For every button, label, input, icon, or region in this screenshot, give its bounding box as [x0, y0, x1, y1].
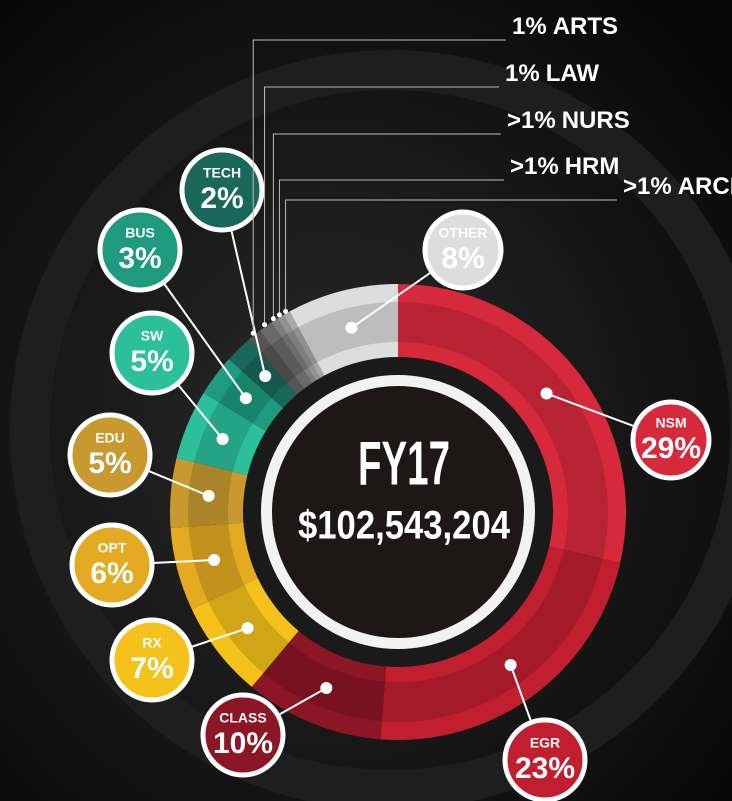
segment: [277, 314, 323, 385]
category-label: OPT: [98, 540, 127, 556]
value-label: 6%: [90, 557, 133, 590]
leader-dot: [283, 308, 289, 314]
center-total: $102,543,204: [298, 504, 511, 548]
decor-ring: [10, 50, 732, 801]
segment: [271, 318, 319, 388]
label-bubble: [422, 209, 504, 291]
category-label: RX: [142, 635, 162, 651]
leader-dot: [276, 312, 282, 318]
leader-dot: [202, 489, 215, 502]
leader-dot: [540, 387, 553, 400]
leader-line: [272, 133, 501, 319]
segment: [283, 311, 327, 383]
category-label: EDU: [95, 430, 125, 446]
category-label: ARTS: [553, 13, 618, 40]
category-label: SW: [141, 328, 164, 344]
value-label: 29%: [641, 432, 701, 465]
leader-dot: [270, 316, 276, 322]
leader-line: [252, 39, 506, 334]
value-label: >1% HRM: [510, 153, 619, 180]
center: [272, 386, 524, 638]
leader-line: [264, 86, 499, 325]
label-bubble: [97, 207, 183, 293]
value-label: 5%: [88, 447, 131, 480]
category-label: BUS: [125, 225, 155, 241]
leader-dot: [241, 622, 254, 635]
category-label: NURS: [562, 107, 630, 134]
leader-dot: [259, 370, 272, 383]
value-label: 7%: [130, 652, 173, 685]
value-label: >1% NURS: [507, 107, 630, 134]
leader-dot: [216, 432, 229, 445]
category-label: LAW: [546, 60, 600, 87]
category-label: NSM: [655, 415, 686, 431]
value-label-text: >1%: [623, 173, 672, 200]
value-label-text: >1%: [507, 107, 556, 134]
segment: [398, 284, 626, 563]
value-label-text: 1%: [505, 60, 540, 87]
leader-dot: [262, 322, 268, 328]
label-bubble: [109, 617, 195, 703]
segment: [380, 545, 621, 740]
category-label: HRM: [565, 153, 620, 180]
segment: [260, 322, 315, 393]
value-label: 1% LAW: [505, 60, 599, 87]
label-bubble: [200, 692, 286, 778]
category-label: OTHER: [439, 225, 488, 241]
value-label: 3%: [118, 242, 161, 275]
center-title: FY17: [358, 429, 450, 498]
label-bubble: [502, 717, 588, 801]
value-label-text: 1%: [512, 13, 547, 40]
label-bubble: [69, 522, 155, 608]
value-label: 5%: [130, 345, 173, 378]
category-label: TECH: [203, 165, 241, 181]
value-label-text: >1%: [510, 153, 559, 180]
labels: NSM29%EGR23%CLASS10%RX7%OPT6%EDU5%SW5%BU…: [67, 13, 732, 801]
segment: [289, 284, 398, 381]
leader-dot: [345, 321, 358, 334]
label-bubble: [109, 310, 195, 396]
value-label: 2%: [200, 182, 243, 215]
leader-dot: [239, 392, 252, 405]
label-bubble: [179, 147, 265, 233]
category-label: EGR: [530, 735, 560, 751]
inner-shade: [188, 302, 608, 722]
leader-line: [278, 179, 504, 315]
segment: [249, 330, 308, 399]
leader-dot: [504, 659, 517, 672]
leader-dot: [250, 330, 256, 336]
leader-dot: [320, 681, 333, 694]
value-label: 10%: [213, 727, 273, 760]
category-label: ARCH: [678, 173, 732, 200]
category-label: CLASS: [219, 710, 266, 726]
label-bubble: [630, 399, 712, 481]
value-label: 1% ARTS: [512, 13, 618, 40]
value-label: 8%: [441, 242, 484, 275]
leader-dot: [208, 553, 221, 566]
label-bubble: [67, 412, 153, 498]
segment: [170, 522, 263, 610]
value-label: 23%: [515, 752, 575, 785]
leader-line: [285, 199, 617, 312]
value-label: >1%ARCH: [623, 173, 732, 200]
